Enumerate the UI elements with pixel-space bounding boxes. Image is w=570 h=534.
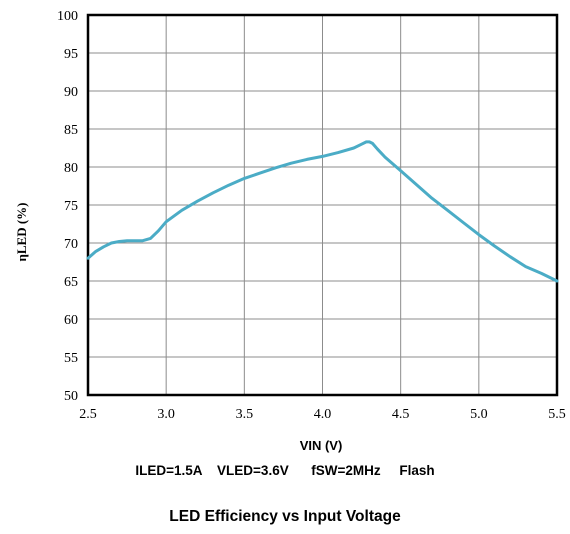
x-axis-label: VIN (V): [300, 438, 343, 453]
plot-frame: [86, 13, 559, 397]
y-tick-labels: 50 55 60 65 70 75 80 85 90 95 100: [57, 9, 78, 404]
x-tick-label: 2.5: [79, 407, 97, 422]
y-axis-label: ηLED (%): [14, 202, 29, 261]
x-tick-label: 4.5: [392, 407, 410, 422]
x-tick-label: 5.5: [548, 407, 566, 422]
y-tick-label: 90: [64, 85, 78, 100]
y-tick-label: 100: [57, 9, 78, 24]
x-tick-label: 5.0: [470, 407, 488, 422]
grid-lines: [87, 14, 558, 396]
y-tick-label: 70: [64, 237, 78, 252]
x-tick-label: 3.5: [236, 407, 254, 422]
y-tick-label: 95: [64, 47, 78, 62]
efficiency-series-line: [86, 140, 559, 283]
y-tick-label: 50: [64, 389, 78, 404]
y-tick-label: 60: [64, 313, 78, 328]
chart-title: LED Efficiency vs Input Voltage: [169, 508, 401, 525]
y-tick-label: 65: [64, 275, 78, 290]
x-tick-label: 3.0: [157, 407, 175, 422]
y-tick-label: 80: [64, 161, 78, 176]
test-conditions: ILED=1.5A VLED=3.6V fSW=2MHz Flash: [135, 463, 435, 478]
x-tick-label: 4.0: [314, 407, 332, 422]
x-tick-labels: 2.5 3.0 3.5 4.0 4.5 5.0 5.5: [79, 407, 566, 422]
y-tick-label: 75: [64, 199, 78, 214]
y-tick-label: 55: [64, 351, 78, 366]
y-tick-label: 85: [64, 123, 78, 138]
efficiency-chart: 50 55 60 65 70 75 80 85 90 95 100 2.5 3.0 3.5 4.0 4.5 5…: [14, 9, 566, 453]
